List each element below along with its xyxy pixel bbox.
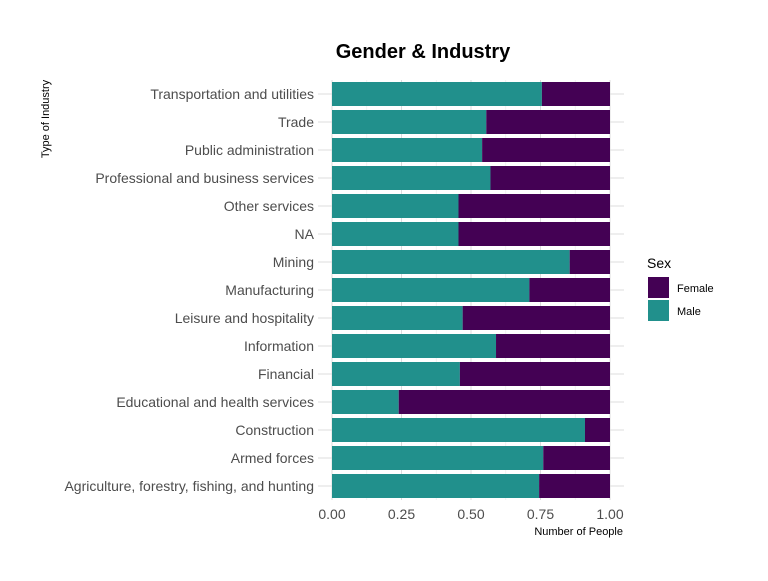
bar-female-13 bbox=[543, 446, 610, 470]
bar-male-1 bbox=[332, 110, 487, 134]
bar-male-2 bbox=[332, 138, 483, 162]
y-tick-label: Mining bbox=[273, 254, 314, 270]
legend-title: Sex bbox=[647, 255, 671, 271]
bar-female-14 bbox=[539, 474, 610, 498]
y-tick-label: Transportation and utilities bbox=[150, 86, 314, 102]
x-tick-labels: 0.00 0.25 0.50 0.75 1.00 bbox=[318, 506, 623, 522]
legend-label-female: Female bbox=[677, 283, 714, 295]
bar-male-10 bbox=[332, 362, 460, 386]
x-tick-label: 0.25 bbox=[388, 506, 415, 522]
bar-female-8 bbox=[462, 306, 610, 330]
y-tick-label: Armed forces bbox=[231, 450, 314, 466]
legend-swatch-male bbox=[648, 300, 669, 321]
bar-female-11 bbox=[398, 390, 610, 414]
y-tick-label: Financial bbox=[258, 366, 314, 382]
bars-group bbox=[332, 82, 610, 498]
bar-female-2 bbox=[482, 138, 610, 162]
y-tick-label: Leisure and hospitality bbox=[175, 310, 314, 326]
y-tick-label: Information bbox=[244, 338, 314, 354]
legend: Sex Female Male bbox=[647, 255, 714, 321]
bar-male-13 bbox=[332, 446, 544, 470]
y-tick-label: Educational and health services bbox=[116, 394, 314, 410]
bar-male-12 bbox=[332, 418, 585, 442]
bar-female-7 bbox=[529, 278, 610, 302]
x-tick-label: 0.75 bbox=[527, 506, 554, 522]
bar-male-5 bbox=[332, 222, 459, 246]
bar-female-3 bbox=[490, 166, 610, 190]
legend-label-male: Male bbox=[677, 306, 701, 318]
bar-female-12 bbox=[584, 418, 610, 442]
bar-female-9 bbox=[496, 334, 610, 358]
bar-male-4 bbox=[332, 194, 459, 218]
y-tick-label: Manufacturing bbox=[225, 282, 314, 298]
bar-male-14 bbox=[332, 474, 540, 498]
bar-male-0 bbox=[332, 82, 542, 106]
x-tick-label: 0.00 bbox=[318, 506, 345, 522]
x-tick-label: 1.00 bbox=[596, 506, 623, 522]
x-axis-label: Number of People bbox=[534, 526, 623, 538]
bar-male-6 bbox=[332, 250, 570, 274]
bar-male-7 bbox=[332, 278, 530, 302]
bar-female-10 bbox=[459, 362, 610, 386]
y-tick-label: NA bbox=[295, 226, 315, 242]
legend-swatch-female bbox=[648, 277, 669, 298]
y-tick-label: Construction bbox=[235, 422, 314, 438]
y-tick-label: Public administration bbox=[185, 142, 314, 158]
bar-male-3 bbox=[332, 166, 491, 190]
bar-male-11 bbox=[332, 390, 399, 414]
bar-male-9 bbox=[332, 334, 497, 358]
bar-female-6 bbox=[569, 250, 610, 274]
y-axis-label: Type of Industry bbox=[40, 79, 52, 158]
y-tick-label: Agriculture, forestry, fishing, and hunt… bbox=[64, 478, 314, 494]
bar-female-4 bbox=[458, 194, 610, 218]
bar-female-1 bbox=[486, 110, 610, 134]
y-tick-label: Other services bbox=[224, 198, 314, 214]
y-tick-labels: Transportation and utilities Trade Public … bbox=[64, 86, 314, 494]
bar-male-8 bbox=[332, 306, 463, 330]
bar-female-0 bbox=[541, 82, 610, 106]
bar-female-5 bbox=[458, 222, 610, 246]
x-tick-label: 0.50 bbox=[457, 506, 484, 522]
y-tick-label: Professional and business services bbox=[95, 170, 314, 186]
y-tick-label: Trade bbox=[278, 114, 314, 130]
chart-title: Gender & Industry bbox=[336, 41, 511, 63]
